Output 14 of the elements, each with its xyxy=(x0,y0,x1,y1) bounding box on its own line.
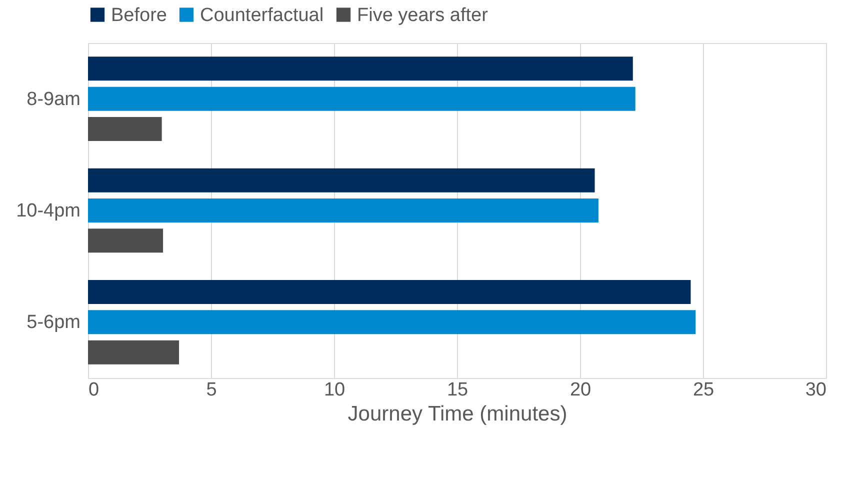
x-tick-label: 5 xyxy=(206,380,217,400)
x-tick-label: 25 xyxy=(692,380,714,400)
y-tick-label: 8-9am xyxy=(26,88,80,110)
x-tick-label: 30 xyxy=(805,380,826,400)
x-tick-label: 20 xyxy=(570,380,592,400)
x-tick-label: 0 xyxy=(88,380,100,400)
legend-label: Five years after xyxy=(357,4,489,26)
x-axis-title: Journey Time (minutes) xyxy=(348,402,568,426)
y-tick-label: 5-6pm xyxy=(26,312,80,334)
x-tick-label: 10 xyxy=(324,380,346,400)
x-tick-label: 15 xyxy=(446,380,468,400)
legend-label: Counterfactual xyxy=(200,4,324,26)
legend-label: Before xyxy=(111,4,167,26)
y-tick-label: 10-4pm xyxy=(16,200,80,222)
